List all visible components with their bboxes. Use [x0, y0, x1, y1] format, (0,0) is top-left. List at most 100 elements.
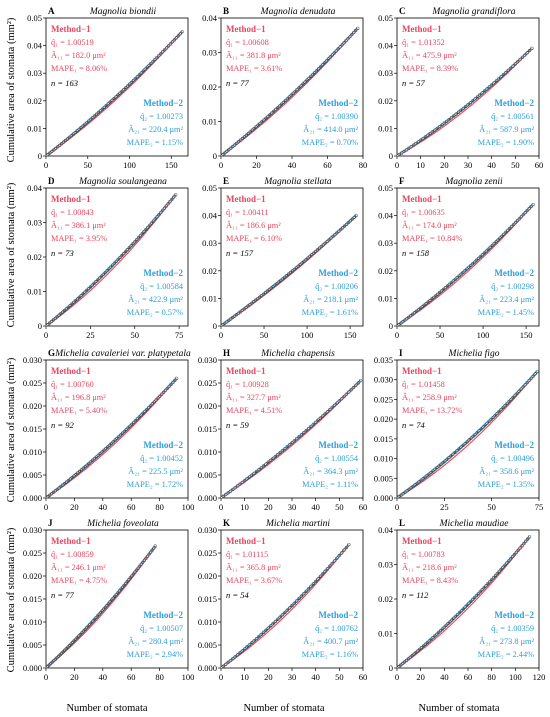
- observed-point: [518, 57, 522, 62]
- observed-point: [441, 287, 446, 292]
- y-tick-label: 0.025: [198, 378, 217, 388]
- observed-point: [471, 434, 475, 439]
- observed-point: [92, 281, 96, 286]
- observed-point: [99, 274, 104, 278]
- y-tick-label: 0.020: [198, 571, 217, 581]
- observed-point: [348, 34, 352, 39]
- observed-point: [299, 594, 304, 598]
- panel-letter: A: [48, 6, 55, 16]
- method1-a-hat: Â₁₁ = 246.1 μm²: [51, 562, 106, 572]
- observed-point: [101, 272, 106, 277]
- observed-point: [233, 654, 237, 659]
- observed-point: [489, 83, 494, 87]
- observed-point: [147, 63, 151, 68]
- observed-point: [511, 395, 515, 400]
- x-axis-label-col-3: Number of stomata: [418, 703, 499, 714]
- y-tick-label: 0.015: [23, 594, 42, 604]
- observed-point: [332, 51, 336, 55]
- method2-mape: MAPE₂ = 2.44%: [478, 650, 534, 659]
- x-tick-label: 100: [123, 160, 136, 170]
- observed-point: [264, 462, 268, 466]
- observed-point: [523, 539, 528, 544]
- plot-frame: [396, 359, 540, 499]
- observed-point: [159, 392, 164, 396]
- method2-mape: MAPE₂ = 0.57%: [127, 308, 183, 317]
- observed-point: [465, 603, 469, 607]
- x-tick-label: 100: [182, 502, 195, 512]
- observed-point: [125, 84, 130, 88]
- observed-point: [485, 421, 489, 426]
- observed-point: [123, 249, 128, 254]
- y-tick-label: 0: [389, 663, 393, 673]
- observed-point: [330, 561, 334, 566]
- x-tick-label: 20: [264, 672, 273, 682]
- observed-point: [133, 418, 138, 423]
- observed-point: [347, 542, 351, 547]
- method2-q-hat: q̂₂ = 1.00496: [491, 454, 534, 463]
- observed-point: [452, 616, 456, 620]
- observed-point: [466, 102, 470, 107]
- observed-point: [171, 380, 175, 385]
- observed-point: [515, 391, 519, 396]
- observed-point: [271, 109, 276, 114]
- observed-point: [131, 78, 136, 83]
- panel-title: Magnolia stellata: [263, 177, 332, 187]
- observed-point: [110, 263, 115, 267]
- observed-point: [336, 229, 341, 234]
- observed-point: [469, 599, 473, 604]
- observed-point: [273, 619, 278, 624]
- observed-point: [328, 407, 332, 412]
- observed-point: [240, 480, 245, 485]
- method2-a-hat: Â₂₁ = 364.3 μm²: [303, 466, 358, 476]
- method1-label: Method−1: [51, 194, 91, 204]
- observed-point: [133, 76, 138, 81]
- observed-point: [278, 450, 282, 455]
- observed-point: [289, 93, 294, 97]
- observed-point: [399, 151, 404, 155]
- observed-point: [311, 422, 316, 427]
- observed-point: [507, 226, 512, 231]
- observed-point: [287, 95, 292, 99]
- y-tick-label: 0.01: [378, 293, 393, 303]
- observed-point: [104, 103, 109, 108]
- method2-mape: MAPE₂ = 2.94%: [127, 650, 183, 659]
- observed-point: [292, 601, 297, 606]
- observed-point: [493, 413, 497, 418]
- observed-point: [510, 554, 515, 559]
- observed-point: [416, 140, 421, 144]
- sample-size: n = 73: [51, 248, 74, 258]
- observed-point: [137, 73, 142, 77]
- method2-label: Method−2: [318, 268, 358, 278]
- panel-a: 0 50 100 150 0 0.01 0.02 0.03 0.04 0.05 A Magnolia …: [27, 6, 189, 170]
- observed-point: [440, 123, 444, 127]
- x-tick-label: 20: [416, 672, 425, 682]
- observed-point: [455, 448, 459, 453]
- observed-point: [123, 86, 128, 90]
- observed-point: [447, 117, 451, 122]
- sample-size: n = 54: [226, 590, 249, 600]
- observed-point: [484, 249, 489, 253]
- method2-mape: MAPE₂ = 1.15%: [127, 138, 183, 147]
- observed-point: [250, 128, 254, 132]
- fit-dashed-line: [220, 28, 358, 157]
- observed-point: [304, 589, 308, 594]
- observed-point: [489, 417, 493, 422]
- y-axis-label-row-4: Cumulative area of stomata (mm²): [6, 527, 17, 672]
- observed-point: [155, 215, 159, 219]
- method1-a-hat: Â₁₁ = 174.0 μm²: [402, 220, 457, 230]
- observed-point: [480, 91, 484, 95]
- observed-point: [311, 72, 315, 77]
- observed-point: [155, 55, 159, 60]
- y-tick-label: 0.025: [374, 394, 393, 404]
- observed-point: [500, 234, 504, 238]
- method2-label: Method−2: [494, 440, 534, 450]
- method2-a-hat: Â₂₁ = 223.4 μm²: [479, 294, 534, 304]
- observed-point: [508, 557, 513, 561]
- observed-point: [278, 615, 282, 619]
- panel-title: Magnolia grandiflora: [431, 6, 515, 17]
- observed-point: [103, 270, 107, 275]
- observed-point: [130, 422, 134, 427]
- method2-a-hat: Â₂₁ = 414.0 μm²: [303, 124, 358, 134]
- observed-point: [297, 596, 301, 601]
- x-tick-label: 30: [288, 502, 297, 512]
